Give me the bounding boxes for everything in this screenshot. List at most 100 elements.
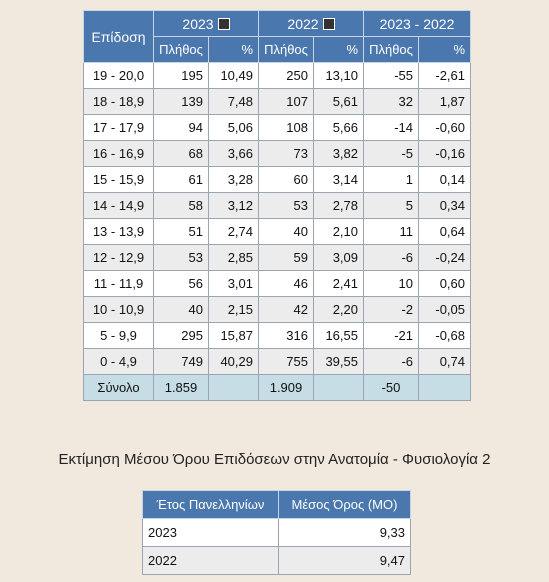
year-2023-label: 2023 bbox=[182, 15, 214, 32]
pct-2022-cell: 3,14 bbox=[313, 166, 364, 193]
count-header-2022: Πλήθος bbox=[258, 36, 314, 63]
count-2022-cell: 59 bbox=[258, 244, 314, 271]
grade-range-cell: 13 - 13,9 bbox=[83, 218, 154, 245]
average-table: Έτος Πανελληνίων Μέσος Όρος (ΜΟ) 2023 9,3… bbox=[142, 490, 411, 575]
pct-2022-cell: 2,20 bbox=[313, 296, 364, 323]
total-count-2022-cell: 1.909 bbox=[258, 374, 314, 401]
pct-2023-cell: 2,15 bbox=[208, 296, 259, 323]
count-2023-cell: 295 bbox=[153, 322, 209, 349]
count-2022-cell: 250 bbox=[258, 62, 314, 89]
average-section-title: Εκτίμηση Μέσου Όρου Επιδόσεων στην Ανατο… bbox=[58, 451, 491, 468]
total-label-cell: Σύνολο bbox=[83, 374, 154, 401]
table-row: 11 - 11,9 56 3,01 46 2,41 10 0,60 bbox=[83, 270, 472, 297]
year-2022-label: 2022 bbox=[287, 15, 319, 32]
mean-value-cell: 9,33 bbox=[278, 518, 411, 547]
average-row: 2023 9,33 bbox=[142, 518, 411, 547]
total-row: Σύνολο 1.859 1.909 -50 bbox=[83, 374, 472, 401]
table-row: 0 - 4,9 749 40,29 755 39,55 -6 0,74 bbox=[83, 348, 472, 375]
count-diff-cell: -6 bbox=[363, 348, 419, 375]
count-2023-cell: 51 bbox=[153, 218, 209, 245]
count-2022-cell: 53 bbox=[258, 192, 314, 219]
pct-2022-cell: 39,55 bbox=[313, 348, 364, 375]
grade-range-cell: 15 - 15,9 bbox=[83, 166, 154, 193]
total-count-2023-cell: 1.859 bbox=[153, 374, 209, 401]
grade-range-cell: 12 - 12,9 bbox=[83, 244, 154, 271]
pct-2022-cell: 16,55 bbox=[313, 322, 364, 349]
pct-2022-cell: 5,61 bbox=[313, 88, 364, 115]
table-row: 19 - 20,0 195 10,49 250 13,10 -55 -2,61 bbox=[83, 62, 472, 89]
exam-year-cell: 2023 bbox=[142, 518, 279, 547]
count-2023-cell: 68 bbox=[153, 140, 209, 167]
pct-2023-cell: 2,85 bbox=[208, 244, 259, 271]
pct-2022-cell: 5,66 bbox=[313, 114, 364, 141]
pct-diff-cell: 0,64 bbox=[417, 218, 472, 245]
pct-2023-cell: 3,28 bbox=[208, 166, 259, 193]
pct-2023-cell: 3,12 bbox=[208, 192, 259, 219]
count-2023-cell: 56 bbox=[153, 270, 209, 297]
pct-header-2023: % bbox=[208, 36, 259, 63]
pct-2022-cell: 13,10 bbox=[313, 62, 364, 89]
mean-value-cell: 9,47 bbox=[278, 546, 411, 575]
count-diff-cell: 32 bbox=[363, 88, 419, 115]
table-row: 17 - 17,9 94 5,06 108 5,66 -14 -0,60 bbox=[83, 114, 472, 141]
pct-2022-cell: 3,09 bbox=[313, 244, 364, 271]
total-pct-2023-cell bbox=[208, 374, 259, 401]
pct-2023-cell: 3,01 bbox=[208, 270, 259, 297]
table-row: 12 - 12,9 53 2,85 59 3,09 -6 -0,24 bbox=[83, 244, 472, 271]
grade-distribution-table: Επίδοση 2023 2022 2023 - 2022 Πλήθος % Π… bbox=[83, 10, 472, 401]
pct-diff-cell: 0,34 bbox=[417, 192, 472, 219]
table-row: 13 - 13,9 51 2,74 40 2,10 11 0,64 bbox=[83, 218, 472, 245]
pct-2023-cell: 3,66 bbox=[208, 140, 259, 167]
grade-range-cell: 19 - 20,0 bbox=[83, 62, 154, 89]
count-2022-cell: 42 bbox=[258, 296, 314, 323]
grade-range-cell: 16 - 16,9 bbox=[83, 140, 154, 167]
pct-2023-cell: 5,06 bbox=[208, 114, 259, 141]
pct-2023-cell: 10,49 bbox=[208, 62, 259, 89]
table-row: 15 - 15,9 61 3,28 60 3,14 1 0,14 bbox=[83, 166, 472, 193]
difference-header: 2023 - 2022 bbox=[362, 10, 472, 37]
year-2022-toggle-icon[interactable] bbox=[322, 17, 335, 30]
pct-diff-cell: -0,16 bbox=[417, 140, 472, 167]
count-diff-cell: -2 bbox=[363, 296, 419, 323]
table-row: 14 - 14,9 58 3,12 53 2,78 5 0,34 bbox=[83, 192, 472, 219]
pct-diff-cell: -0,24 bbox=[417, 244, 472, 271]
pct-header-2022: % bbox=[313, 36, 364, 63]
average-row: 2022 9,47 bbox=[142, 546, 411, 575]
count-2023-cell: 58 bbox=[153, 192, 209, 219]
grade-column-header: Επίδοση bbox=[83, 10, 154, 63]
pct-2023-cell: 7,48 bbox=[208, 88, 259, 115]
grade-range-cell: 17 - 17,9 bbox=[83, 114, 154, 141]
count-2022-cell: 107 bbox=[258, 88, 314, 115]
count-diff-cell: -5 bbox=[363, 140, 419, 167]
count-diff-cell: -21 bbox=[363, 322, 419, 349]
table-row: 18 - 18,9 139 7,48 107 5,61 32 1,87 bbox=[83, 88, 472, 115]
total-count-diff-cell: -50 bbox=[363, 374, 419, 401]
table-row: 10 - 10,9 40 2,15 42 2,20 -2 -0,05 bbox=[83, 296, 472, 323]
pct-diff-cell: -2,61 bbox=[417, 62, 472, 89]
count-2023-cell: 53 bbox=[153, 244, 209, 271]
year-2023-header[interactable]: 2023 bbox=[153, 10, 259, 37]
count-2022-cell: 755 bbox=[258, 348, 314, 375]
count-diff-cell: -14 bbox=[363, 114, 419, 141]
pct-diff-cell: -0,68 bbox=[417, 322, 472, 349]
grade-range-cell: 0 - 4,9 bbox=[83, 348, 154, 375]
pct-2022-cell: 2,10 bbox=[313, 218, 364, 245]
total-pct-diff-cell bbox=[417, 374, 472, 401]
count-diff-cell: -55 bbox=[363, 62, 419, 89]
count-2022-cell: 108 bbox=[258, 114, 314, 141]
pct-diff-cell: 0,60 bbox=[417, 270, 472, 297]
count-2023-cell: 195 bbox=[153, 62, 209, 89]
year-2022-header[interactable]: 2022 bbox=[258, 10, 364, 37]
count-diff-cell: 5 bbox=[363, 192, 419, 219]
table-row: 5 - 9,9 295 15,87 316 16,55 -21 -0,68 bbox=[83, 322, 472, 349]
pct-2023-cell: 40,29 bbox=[208, 348, 259, 375]
pct-2022-cell: 2,41 bbox=[313, 270, 364, 297]
pct-diff-cell: -0,05 bbox=[417, 296, 472, 323]
year-2023-toggle-icon[interactable] bbox=[217, 17, 230, 30]
count-2023-cell: 40 bbox=[153, 296, 209, 323]
pct-2022-cell: 3,82 bbox=[313, 140, 364, 167]
grade-range-cell: 5 - 9,9 bbox=[83, 322, 154, 349]
count-2023-cell: 749 bbox=[153, 348, 209, 375]
pct-diff-cell: 0,14 bbox=[417, 166, 472, 193]
grade-range-cell: 11 - 11,9 bbox=[83, 270, 154, 297]
